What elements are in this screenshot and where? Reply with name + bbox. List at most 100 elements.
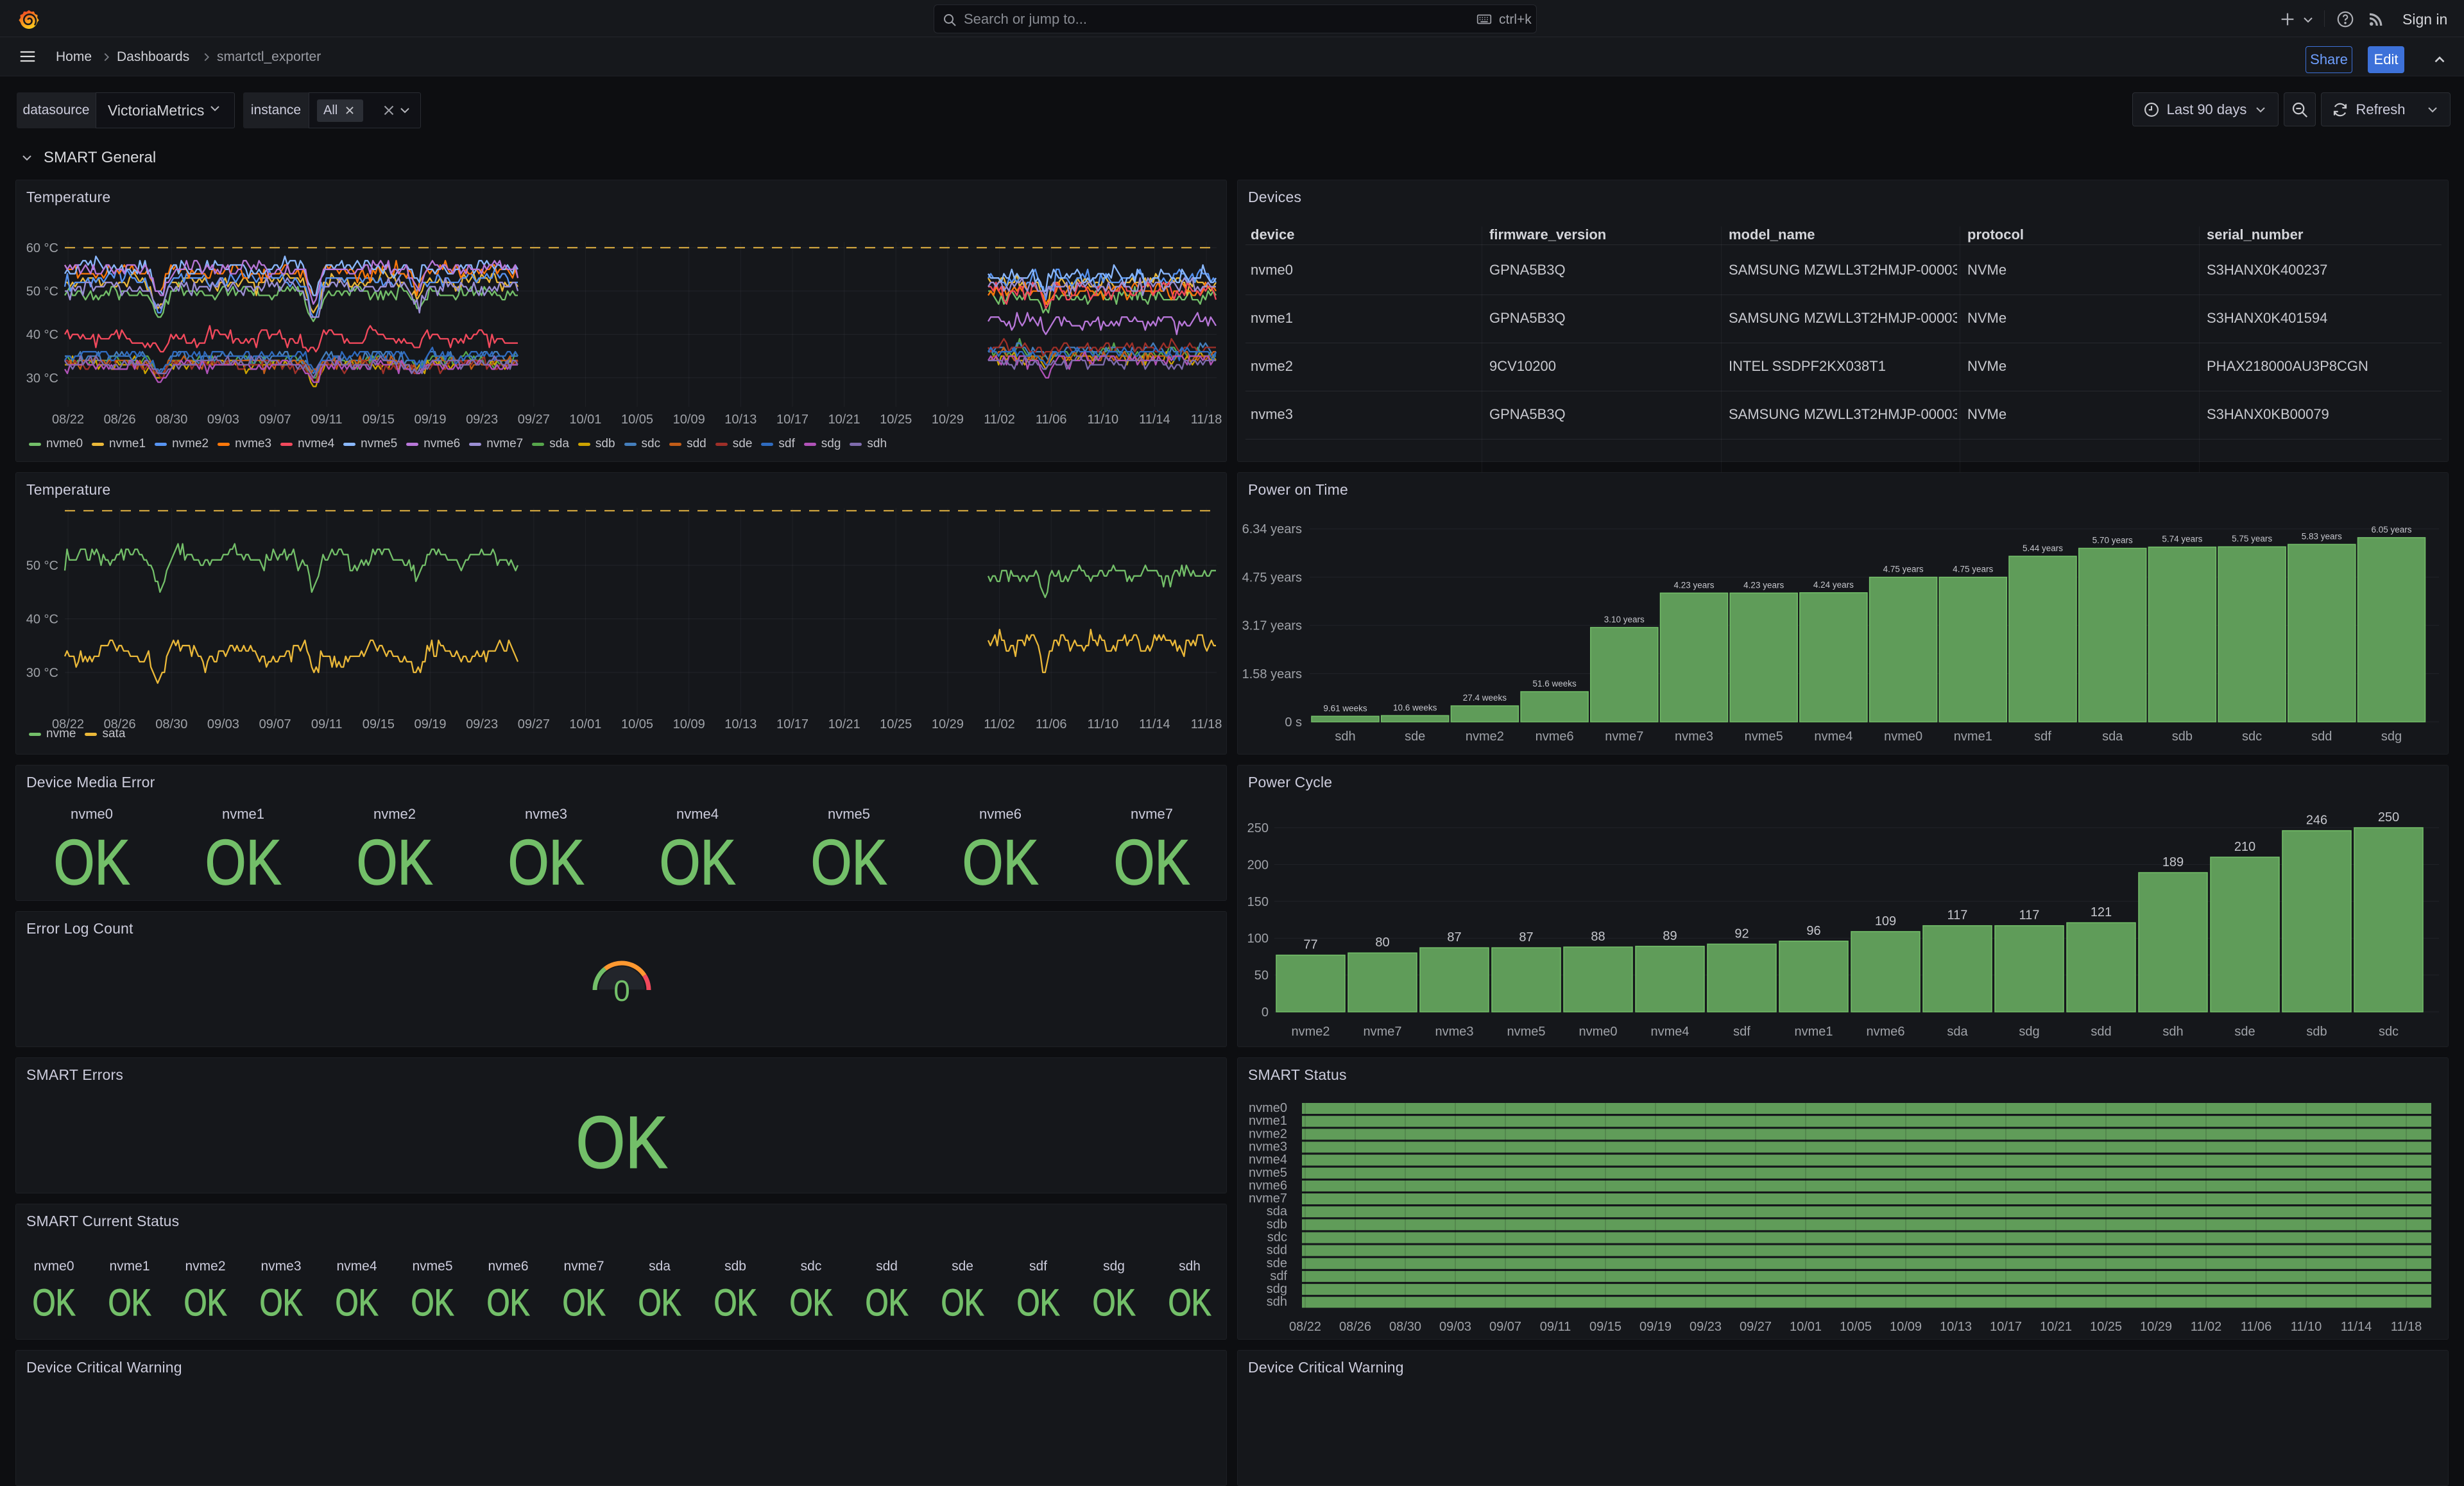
svg-text:80: 80 — [1375, 935, 1389, 950]
svg-text:0 s: 0 s — [1285, 715, 1302, 730]
svg-text:09/07: 09/07 — [259, 717, 291, 731]
svg-text:nvme1: nvme1 — [1249, 1114, 1287, 1128]
svg-text:nvme1: nvme1 — [1954, 730, 1992, 744]
svg-text:sdh: sdh — [1267, 1295, 1287, 1309]
svg-text:51.6 weeks: 51.6 weeks — [1532, 679, 1577, 688]
svg-text:1.58 years: 1.58 years — [1242, 667, 1302, 681]
svg-text:11/02: 11/02 — [2191, 1320, 2222, 1334]
svg-text:nvme5: nvme5 — [1745, 730, 1783, 744]
svg-text:sdc: sdc — [1267, 1231, 1287, 1245]
svg-text:87: 87 — [1447, 930, 1461, 944]
svg-text:08/22: 08/22 — [52, 413, 84, 427]
svg-text:10/05: 10/05 — [621, 717, 653, 731]
svg-text:09/27: 09/27 — [518, 413, 550, 427]
svg-text:200: 200 — [1247, 858, 1269, 872]
svg-text:sdh: sdh — [2162, 1025, 2183, 1039]
svg-text:08/30: 08/30 — [155, 717, 187, 731]
svg-text:4.75 years: 4.75 years — [1953, 565, 1993, 574]
svg-text:121: 121 — [2091, 905, 2112, 919]
svg-text:10/21: 10/21 — [828, 413, 860, 427]
svg-text:nvme7: nvme7 — [1363, 1025, 1401, 1039]
svg-text:09/15: 09/15 — [1589, 1320, 1621, 1334]
svg-text:30 °C: 30 °C — [26, 372, 58, 386]
svg-text:11/10: 11/10 — [2291, 1320, 2322, 1334]
svg-text:09/27: 09/27 — [1740, 1320, 1772, 1334]
svg-text:11/18: 11/18 — [1191, 717, 1222, 731]
svg-text:sda: sda — [1947, 1025, 1968, 1039]
svg-text:10/01: 10/01 — [569, 413, 601, 427]
svg-text:nvme0: nvme0 — [1249, 1101, 1287, 1115]
svg-text:09/11: 09/11 — [311, 717, 343, 731]
svg-text:sde: sde — [1405, 730, 1425, 744]
svg-text:sda: sda — [1267, 1204, 1288, 1218]
svg-text:11/10: 11/10 — [1088, 717, 1119, 731]
svg-text:08/26: 08/26 — [104, 717, 136, 731]
svg-text:sdg: sdg — [2381, 730, 2402, 744]
svg-text:3.10 years: 3.10 years — [1604, 615, 1645, 624]
svg-text:sdc: sdc — [2242, 730, 2262, 744]
svg-text:10/01: 10/01 — [1790, 1320, 1822, 1334]
svg-text:nvme5: nvme5 — [1249, 1166, 1287, 1180]
svg-text:11/18: 11/18 — [1191, 413, 1222, 427]
svg-text:sdg: sdg — [2019, 1025, 2039, 1039]
svg-text:09/03: 09/03 — [207, 413, 239, 427]
svg-text:92: 92 — [1734, 927, 1749, 941]
svg-text:50 °C: 50 °C — [26, 285, 58, 299]
svg-text:10/21: 10/21 — [828, 717, 860, 731]
svg-text:08/26: 08/26 — [1339, 1320, 1371, 1334]
svg-text:08/30: 08/30 — [1389, 1320, 1421, 1334]
svg-text:246: 246 — [2306, 814, 2327, 828]
svg-text:nvme7: nvme7 — [1249, 1191, 1287, 1206]
svg-text:sdg: sdg — [1267, 1282, 1287, 1296]
svg-text:10/25: 10/25 — [880, 717, 912, 731]
svg-text:10/13: 10/13 — [724, 717, 757, 731]
svg-text:150: 150 — [1247, 895, 1269, 909]
svg-text:09/19: 09/19 — [414, 413, 446, 427]
svg-text:sde: sde — [2234, 1025, 2255, 1039]
svg-text:nvme5: nvme5 — [1507, 1025, 1545, 1039]
svg-text:30 °C: 30 °C — [26, 666, 58, 680]
svg-text:4.75 years: 4.75 years — [1242, 570, 1302, 585]
svg-text:09/03: 09/03 — [207, 717, 239, 731]
svg-text:sdh: sdh — [1335, 730, 1355, 744]
svg-text:nvme1: nvme1 — [1794, 1025, 1833, 1039]
svg-text:09/23: 09/23 — [466, 717, 498, 731]
svg-text:10/17: 10/17 — [1990, 1320, 2022, 1334]
svg-text:96: 96 — [1806, 924, 1820, 938]
svg-text:4.23 years: 4.23 years — [1743, 580, 1784, 590]
svg-text:50: 50 — [1254, 969, 1269, 983]
svg-text:10/25: 10/25 — [2090, 1320, 2122, 1334]
svg-text:11/14: 11/14 — [1139, 413, 1170, 427]
svg-text:09/07: 09/07 — [1489, 1320, 1521, 1334]
svg-text:09/15: 09/15 — [363, 717, 395, 731]
svg-text:189: 189 — [2162, 855, 2184, 869]
svg-text:60 °C: 60 °C — [26, 241, 58, 255]
svg-text:sdc: sdc — [2379, 1025, 2399, 1039]
svg-text:40 °C: 40 °C — [26, 328, 58, 342]
svg-text:210: 210 — [2234, 840, 2255, 854]
svg-text:nvme3: nvme3 — [1249, 1140, 1287, 1154]
svg-text:117: 117 — [1947, 909, 1968, 923]
svg-text:nvme0: nvme0 — [1884, 730, 1922, 744]
svg-text:0: 0 — [1262, 1005, 1269, 1020]
svg-text:10/29: 10/29 — [932, 413, 964, 427]
svg-text:11/06: 11/06 — [1036, 717, 1067, 731]
svg-text:09/19: 09/19 — [1639, 1320, 1672, 1334]
svg-text:nvme6: nvme6 — [1249, 1179, 1287, 1193]
svg-text:08/30: 08/30 — [155, 413, 187, 427]
svg-text:11/14: 11/14 — [1139, 717, 1170, 731]
svg-text:09/11: 09/11 — [311, 413, 343, 427]
svg-text:5.74 years: 5.74 years — [2162, 534, 2202, 544]
svg-text:sdb: sdb — [1267, 1217, 1287, 1231]
svg-text:117: 117 — [2019, 909, 2040, 923]
svg-text:109: 109 — [1875, 914, 1896, 928]
svg-text:10/17: 10/17 — [776, 413, 809, 427]
svg-text:nvme4: nvme4 — [1650, 1025, 1689, 1039]
svg-text:9.61 weeks: 9.61 weeks — [1323, 703, 1367, 713]
svg-text:sdf: sdf — [2034, 730, 2051, 744]
svg-text:09/11: 09/11 — [1540, 1320, 1571, 1334]
svg-text:87: 87 — [1519, 930, 1533, 944]
svg-text:10/09: 10/09 — [673, 717, 705, 731]
svg-text:nvme3: nvme3 — [1435, 1025, 1473, 1039]
svg-text:nvme4: nvme4 — [1249, 1153, 1287, 1167]
